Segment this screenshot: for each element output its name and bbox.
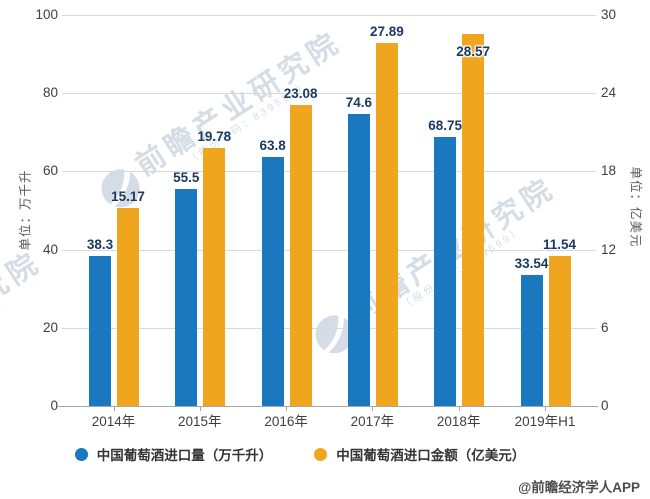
right-axis-tick-label: 0 bbox=[601, 398, 609, 413]
legend: 中国葡萄酒进口量（万千升） 中国葡萄酒进口金额（亿美元） bbox=[0, 444, 600, 464]
right-axis-title: 单位：亿美元 bbox=[628, 166, 643, 248]
bar-import-value bbox=[203, 148, 226, 406]
left-axis-tick-label: 40 bbox=[42, 242, 58, 257]
x-axis-line bbox=[57, 406, 598, 407]
bar-import-value bbox=[462, 33, 485, 406]
gridline bbox=[62, 328, 596, 329]
category-tick bbox=[114, 407, 115, 411]
legend-label: 中国葡萄酒进口量（万千升） bbox=[96, 448, 273, 463]
legend-item-import-volume: 中国葡萄酒进口量（万千升） bbox=[74, 444, 273, 464]
left-axis-tick-label: 0 bbox=[50, 398, 58, 413]
left-axis-tick-label: 20 bbox=[42, 320, 58, 335]
watermark-big-text: 前瞻产业研究院 bbox=[130, 26, 348, 183]
category-tick bbox=[545, 407, 546, 411]
x-axis-label: 2018年 bbox=[436, 414, 481, 429]
right-axis-tick-label: 6 bbox=[601, 320, 609, 335]
right-axis-tick-label: 18 bbox=[601, 163, 617, 178]
left-axis-tick-label: 80 bbox=[42, 85, 58, 100]
bar-value-label: 11.54 bbox=[542, 236, 577, 252]
category-tick bbox=[372, 407, 373, 411]
right-axis-tick-label: 30 bbox=[601, 7, 617, 22]
bar-value-label: 15.17 bbox=[111, 189, 145, 205]
legend-label: 中国葡萄酒进口金额（亿美元） bbox=[336, 448, 526, 463]
x-axis-label: 2014年 bbox=[91, 414, 136, 429]
x-axis-label: 2019年H1 bbox=[514, 414, 576, 429]
bar-import-volume bbox=[175, 189, 198, 406]
category-tick bbox=[459, 407, 460, 411]
legend-dot-blue-icon bbox=[74, 447, 88, 461]
bar-value-label: 38.3 bbox=[86, 237, 114, 253]
category-tick bbox=[286, 407, 287, 411]
bar-import-value bbox=[289, 105, 312, 406]
bar-value-label: 74.6 bbox=[345, 95, 373, 111]
right-axis-tick-label: 24 bbox=[601, 85, 617, 100]
legend-item-import-value: 中国葡萄酒进口金额（亿美元） bbox=[314, 444, 525, 464]
bar-import-volume bbox=[347, 114, 370, 406]
gridline bbox=[62, 93, 596, 94]
gridline bbox=[62, 250, 596, 251]
x-axis-label: 2017年 bbox=[350, 414, 395, 429]
bar-value-label: 27.89 bbox=[369, 23, 404, 39]
bar-import-volume bbox=[89, 256, 111, 406]
bar-import-value bbox=[375, 42, 398, 406]
bar-value-label: 28.57 bbox=[456, 43, 491, 59]
bar-value-label: 23.08 bbox=[283, 86, 318, 102]
right-axis-tick-label: 12 bbox=[601, 242, 617, 257]
bar-value-label: 19.78 bbox=[197, 129, 232, 145]
attribution-text: @前瞻经济学人APP bbox=[518, 480, 640, 495]
x-axis-label: 2015年 bbox=[178, 414, 222, 429]
left-axis-tick-label: 100 bbox=[35, 7, 58, 22]
bar-import-value bbox=[548, 255, 571, 406]
gridline bbox=[62, 171, 596, 172]
bar-value-label: 55.5 bbox=[173, 170, 200, 185]
left-axis-tick-label: 60 bbox=[42, 163, 58, 178]
gridline bbox=[62, 15, 596, 16]
bar-import-value bbox=[117, 208, 139, 406]
category-tick bbox=[200, 407, 201, 411]
x-axis-label: 2016年 bbox=[264, 414, 308, 429]
bar-import-volume bbox=[520, 274, 543, 406]
bar-value-label: 33.54 bbox=[514, 255, 549, 271]
left-axis-title: 单位：万千升 bbox=[18, 169, 33, 251]
legend-dot-orange-icon bbox=[314, 447, 328, 461]
bar-import-volume bbox=[261, 156, 284, 406]
bar-value-label: 68.75 bbox=[428, 118, 463, 134]
bar-import-volume bbox=[434, 137, 457, 406]
bar-value-label: 63.8 bbox=[259, 137, 286, 153]
